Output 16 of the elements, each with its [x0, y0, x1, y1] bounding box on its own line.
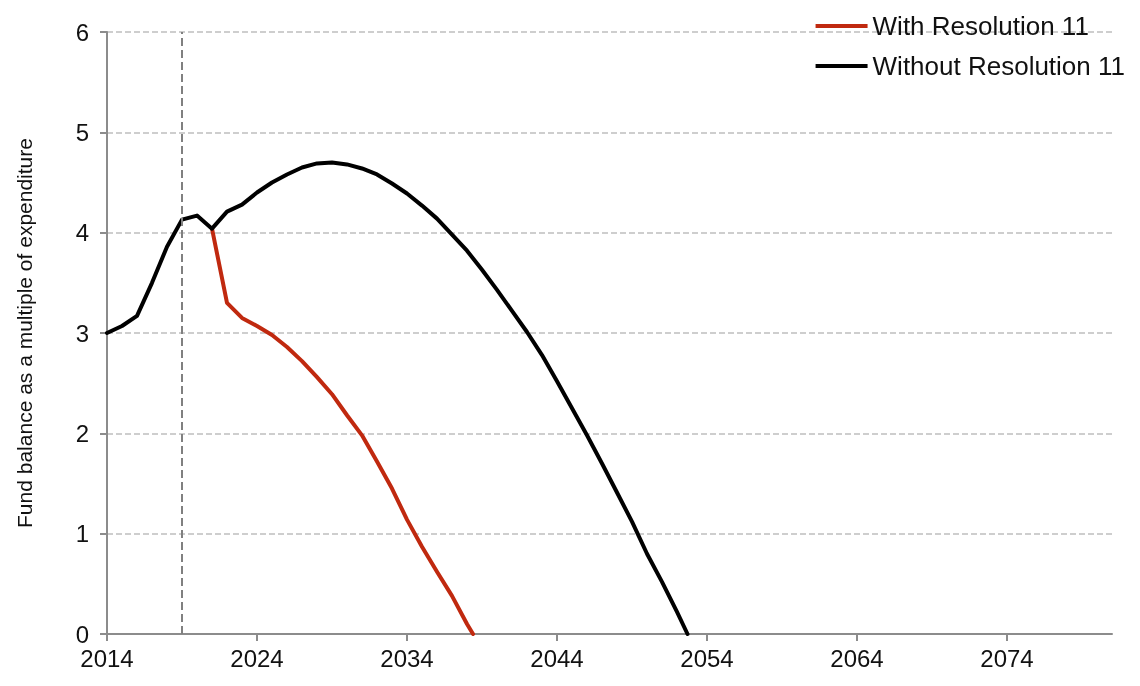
legend-label: Without Resolution 11: [872, 51, 1125, 81]
x-tick-label: 2064: [830, 644, 884, 672]
y-tick-label: 5: [75, 118, 89, 146]
legend-label: With Resolution 11: [872, 11, 1089, 41]
y-tick-label: 6: [75, 18, 89, 46]
x-tick-label: 2054: [680, 644, 734, 672]
x-tick-label: 2074: [980, 644, 1034, 672]
y-tick-label: 2: [75, 419, 89, 447]
x-tick-label: 2024: [230, 644, 284, 672]
x-tick-label: 2034: [380, 644, 434, 672]
y-axis-title: Fund balance as a multiple of expenditure: [13, 138, 36, 528]
y-tick-label: 1: [75, 520, 89, 548]
y-tick-label: 3: [75, 319, 89, 347]
y-tick-label: 4: [75, 219, 89, 247]
line-series: [105, 160, 690, 636]
x-tick-label: 2044: [530, 644, 584, 672]
